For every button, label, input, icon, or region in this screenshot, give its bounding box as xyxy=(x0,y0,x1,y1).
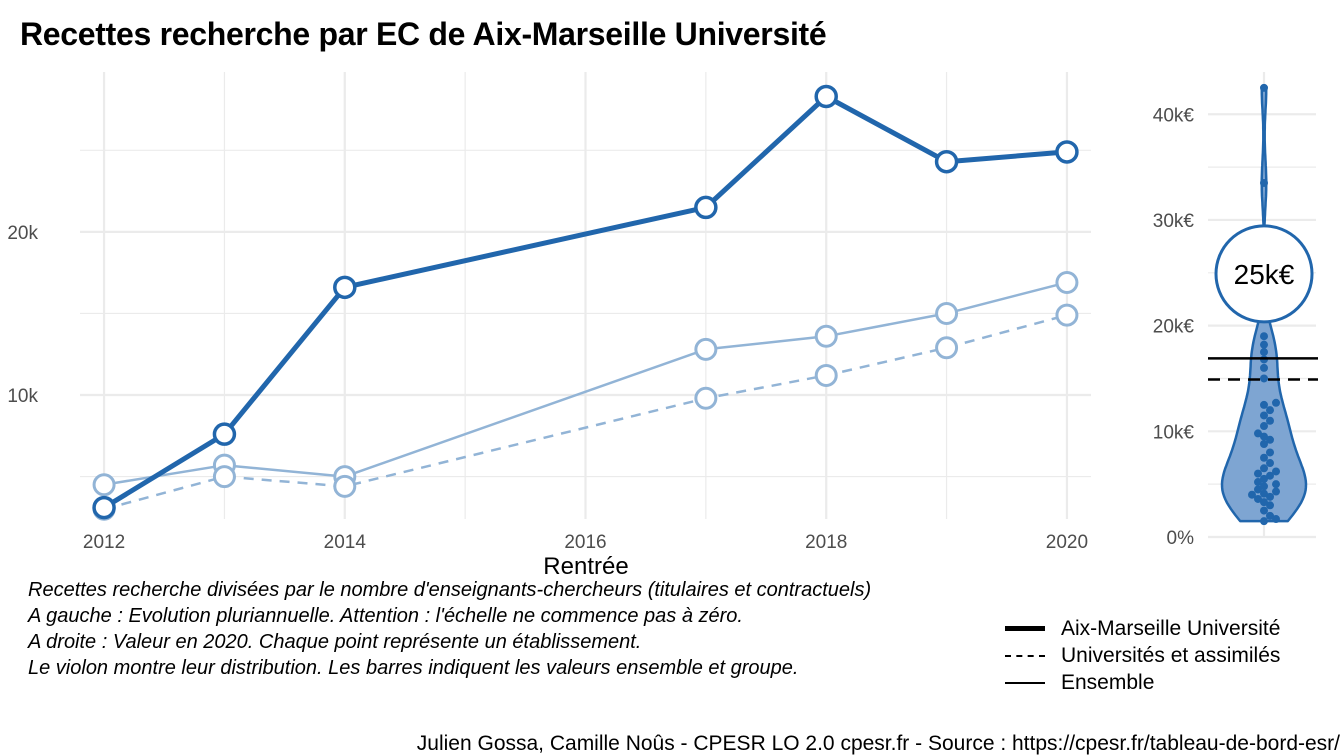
violin-point xyxy=(1266,501,1274,510)
y-tick-label: 0% xyxy=(1167,528,1195,549)
violin-reference-lines xyxy=(1208,357,1318,381)
violin-point xyxy=(1260,83,1268,92)
violin-point xyxy=(1260,374,1268,383)
violin-point xyxy=(1272,467,1280,476)
violin-point xyxy=(1260,474,1268,483)
violin-point xyxy=(1254,478,1262,487)
legend-label: Universités et assimilés xyxy=(1061,643,1281,667)
violin-point xyxy=(1260,178,1268,187)
violin-point xyxy=(1260,489,1268,498)
y-tick-label: 10k xyxy=(7,386,38,407)
violin-point xyxy=(1260,422,1268,431)
violin-point xyxy=(1272,487,1280,496)
violin-point xyxy=(1266,459,1274,468)
data-point xyxy=(814,84,838,109)
chart-caption: Recettes recherche divisées par le nombr… xyxy=(28,577,871,681)
data-point xyxy=(212,422,237,446)
chart-canvas: 10k 20k 2012 2014 2016 2018 2020 0% 10k€ 20k€ 30k€… xyxy=(7,72,1318,580)
violin-point xyxy=(1254,469,1262,478)
legend: Aix-Marseille Université Universités et … xyxy=(1003,615,1280,696)
violin-point xyxy=(1254,485,1262,494)
data-point xyxy=(1055,270,1079,294)
y-tick-label: 30k€ xyxy=(1153,211,1195,232)
y-tick-label: 20k xyxy=(7,223,38,244)
violin-point xyxy=(1266,492,1274,501)
legend-item: Aix-Marseille Université xyxy=(1003,615,1280,642)
violin-point xyxy=(1272,480,1280,489)
violin-point xyxy=(1260,453,1268,462)
violin-point xyxy=(1260,400,1268,409)
violin-point xyxy=(1260,363,1268,372)
data-point xyxy=(1055,303,1079,327)
y-tick-label: 40k€ xyxy=(1153,105,1195,126)
data-point xyxy=(694,386,718,410)
violin-point xyxy=(1272,515,1280,524)
violin-point xyxy=(1260,411,1268,420)
violin-point xyxy=(1260,506,1268,515)
violin-point xyxy=(1266,448,1274,457)
legend-key-dashed xyxy=(1003,642,1047,669)
highlight-bubble xyxy=(1214,224,1314,324)
violin-point xyxy=(1260,482,1268,491)
data-point xyxy=(934,149,959,174)
data-point xyxy=(333,275,357,300)
violin-point xyxy=(1266,471,1274,480)
x-tick-label: 2012 xyxy=(83,532,125,553)
caption-line: A droite : Valeur en 2020. Chaque point … xyxy=(28,631,642,653)
line-chart-series xyxy=(92,84,1079,521)
violin-point xyxy=(1260,340,1268,349)
legend-label: Aix-Marseille Université xyxy=(1061,616,1281,640)
x-tick-label: 2018 xyxy=(805,532,847,553)
violin-point xyxy=(1272,398,1280,407)
violin-point xyxy=(1266,511,1274,520)
x-tick-label: 2020 xyxy=(1046,532,1088,553)
legend-key-solid-thin xyxy=(1003,669,1047,696)
source-credit: Julien Gossa, Camille Noûs - CPESR LO 2.… xyxy=(416,732,1340,755)
highlight-label: 25k€ xyxy=(1234,259,1295,290)
data-point xyxy=(935,301,959,325)
data-point xyxy=(694,337,718,361)
violin-point xyxy=(1266,435,1274,444)
data-point xyxy=(92,495,116,520)
legend-item: Universités et assimilés xyxy=(1003,642,1280,669)
data-point xyxy=(935,336,959,360)
y-tick-label: 20k€ xyxy=(1153,317,1195,338)
violin-highlight: 25k€ xyxy=(1214,224,1314,324)
caption-line: A gauche : Evolution pluriannuelle. Atte… xyxy=(28,605,743,627)
violin-point xyxy=(1260,432,1268,441)
legend-key-solid-thick xyxy=(1003,615,1047,642)
chart-title: Recettes recherche par EC de Aix-Marseil… xyxy=(20,16,827,52)
axis-ticks: 10k 20k 2012 2014 2016 2018 2020 0% 10k€ 20k€ 30k€… xyxy=(7,105,1194,553)
data-point xyxy=(694,195,718,220)
caption-line: Le violon montre leur distribution. Les … xyxy=(28,657,799,679)
legend-label: Ensemble xyxy=(1061,670,1155,694)
violin-point xyxy=(1266,416,1274,425)
violin-point xyxy=(1260,440,1268,448)
data-point xyxy=(92,473,116,497)
violin-point xyxy=(1260,498,1268,507)
data-point xyxy=(212,465,236,489)
x-tick-label: 2014 xyxy=(324,532,367,553)
violin-point xyxy=(1260,464,1268,473)
violin-point xyxy=(1260,348,1268,357)
legend-item: Ensemble xyxy=(1003,669,1280,696)
violin-point xyxy=(1254,429,1262,438)
violin-point xyxy=(1254,494,1262,503)
data-point xyxy=(1055,140,1079,164)
violin-point xyxy=(1266,406,1274,415)
line-chart-grid xyxy=(80,72,1091,519)
data-point xyxy=(333,474,357,498)
x-axis-title: Rentrée xyxy=(543,553,628,580)
y-tick-label: 10k€ xyxy=(1153,422,1195,443)
data-point xyxy=(814,324,838,348)
data-point xyxy=(814,363,838,387)
violin-point xyxy=(1248,490,1256,499)
x-tick-label: 2016 xyxy=(564,532,606,553)
caption-line: Recettes recherche divisées par le nombr… xyxy=(28,579,872,601)
violin-point xyxy=(1260,332,1268,341)
violin-point xyxy=(1260,517,1268,526)
